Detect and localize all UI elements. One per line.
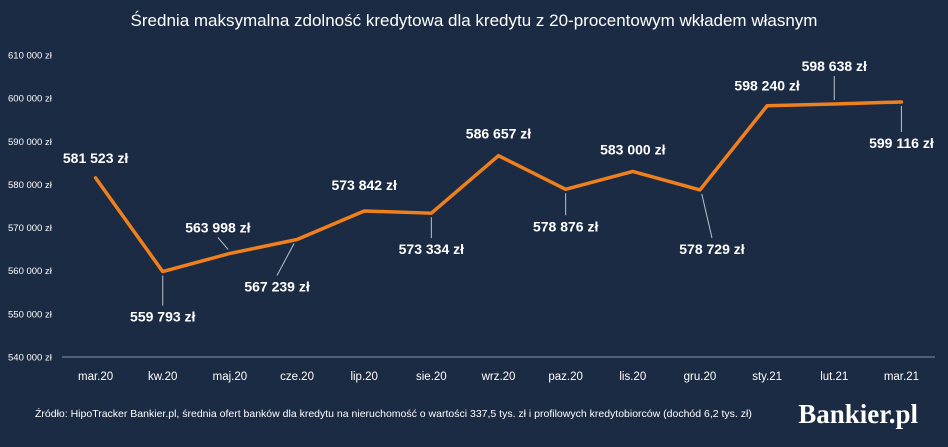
- y-tick-label: 540 000 zł: [8, 353, 53, 364]
- leader-line: [276, 243, 295, 276]
- data-label: 573 334 zł: [399, 241, 464, 257]
- y-tick-label: 570 000 zł: [8, 223, 53, 234]
- data-label: 581 523 zł: [63, 150, 128, 166]
- data-label: 559 793 zł: [130, 309, 195, 325]
- brand-logo: Bankier.pl: [798, 399, 918, 429]
- data-label: 598 240 zł: [734, 78, 799, 94]
- data-label: 567 239 zł: [244, 278, 309, 294]
- x-tick-label: mar.21: [884, 371, 919, 383]
- data-labels: 581 523 zł 559 793 zł 563 998 zł 567 239 zł…: [63, 58, 934, 325]
- x-axis: mar.20 kw.20 maj.20 cze.20 lip.20 sie.20 wrz.2…: [78, 371, 919, 383]
- data-label: 578 729 zł: [679, 241, 744, 257]
- x-tick-label: lis.20: [619, 371, 646, 383]
- x-tick-label: cze.20: [280, 371, 314, 383]
- x-tick-label: sty.21: [752, 371, 782, 383]
- x-tick-label: sie.20: [416, 371, 447, 383]
- chart-title: Średnia maksymalna zdolność kredytowa dl…: [131, 11, 818, 30]
- y-tick-label: 560 000 zł: [8, 266, 53, 277]
- data-label: 586 657 zł: [466, 126, 531, 142]
- leader-line: [701, 193, 713, 239]
- x-tick-label: wrz.20: [481, 371, 516, 383]
- y-tick-label: 610 000 zł: [8, 51, 53, 62]
- data-label: 599 116 zł: [869, 135, 934, 151]
- y-axis: 540 000 zł 550 000 zł 560 000 zł 570 000 zł…: [8, 51, 53, 364]
- x-tick-label: lip.20: [350, 371, 378, 383]
- y-tick-label: 590 000 zł: [8, 137, 53, 148]
- y-tick-label: 580 000 zł: [8, 180, 53, 191]
- y-tick-label: 600 000 zł: [8, 94, 53, 105]
- series-line: [93, 100, 904, 274]
- data-label: 578 876 zł: [533, 218, 598, 234]
- x-tick-label: kw.20: [148, 371, 177, 383]
- data-label: 563 998 zł: [185, 219, 250, 235]
- series-layer: [93, 100, 904, 274]
- x-tick-label: lut.21: [820, 371, 848, 383]
- source-note: Źródło: HipoTracker Bankier.pl, średnia …: [35, 407, 752, 420]
- x-tick-label: paz.20: [548, 371, 583, 383]
- leader-line: [217, 237, 229, 250]
- data-label: 583 000 zł: [600, 141, 665, 157]
- y-tick-label: 550 000 zł: [8, 309, 53, 320]
- x-tick-label: mar.20: [78, 371, 113, 383]
- data-label: 598 638 zł: [802, 58, 867, 74]
- x-tick-label: gru.20: [684, 371, 717, 383]
- x-tick-label: maj.20: [213, 371, 248, 383]
- data-label: 573 842 zł: [331, 177, 396, 193]
